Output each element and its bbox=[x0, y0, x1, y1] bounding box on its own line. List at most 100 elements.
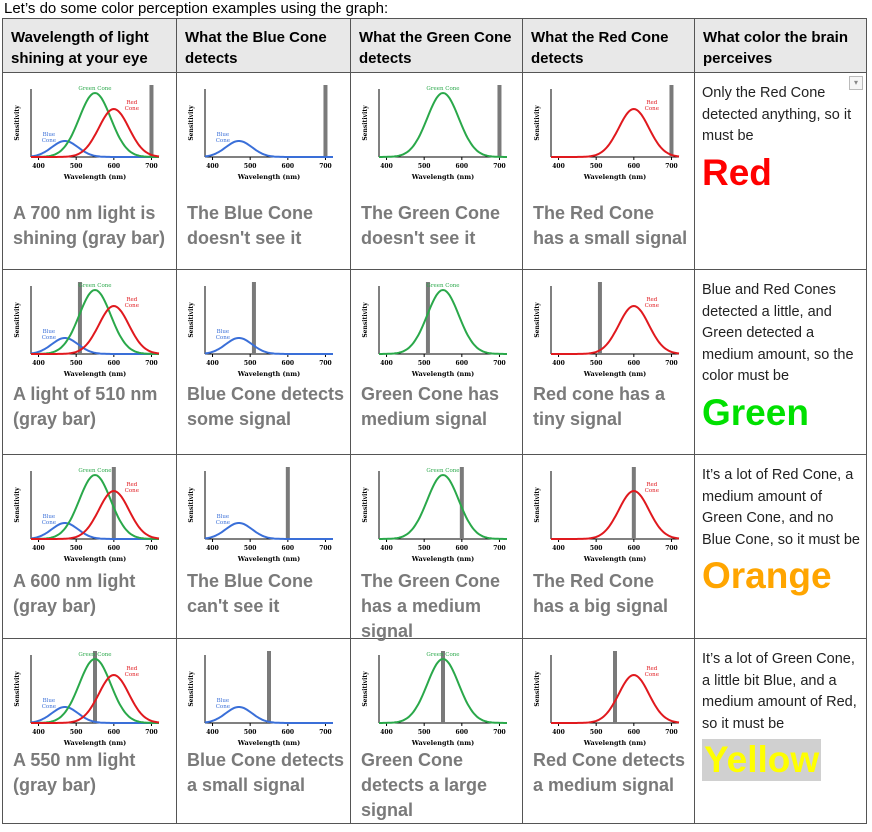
perception-text: It’s a lot of Red Cone, a medium amount … bbox=[702, 467, 860, 548]
perceived-color-word: Green bbox=[702, 391, 809, 433]
x-tick-label: 700 bbox=[665, 360, 678, 367]
y-axis-label: Sensitivity bbox=[534, 487, 541, 523]
x-tick-label: 700 bbox=[493, 729, 506, 736]
cone-sensitivity-graph-green-cone: 400 500 600 700 Wavelength (nm) Sensitivity Gr… bbox=[362, 85, 507, 181]
graph-cell: 400 500 600 700 Wavelength (nm) Sensitivity Bl… bbox=[176, 454, 351, 639]
y-axis-label: Sensitivity bbox=[534, 302, 541, 338]
cone-sensitivity-graph-all-cones: 400 500 600 700 Wavelength (nm) Sensitivity Bl… bbox=[14, 651, 160, 747]
blue-cone-label: Blue Cone bbox=[42, 329, 56, 341]
x-tick-label: 500 bbox=[418, 360, 431, 367]
x-tick-label: 600 bbox=[628, 360, 641, 367]
x-tick-label: 600 bbox=[628, 729, 641, 736]
x-tick-label: 600 bbox=[282, 729, 295, 736]
blue-cone-curve bbox=[204, 140, 333, 158]
x-axis-label: Wavelength (nm) bbox=[411, 739, 474, 747]
gray-wavelength-bar bbox=[497, 85, 502, 157]
red-cone-curve bbox=[551, 489, 680, 540]
x-tick-label: 500 bbox=[244, 545, 257, 552]
y-axis-label: Sensitivity bbox=[14, 487, 21, 523]
green-cone-curve bbox=[31, 289, 159, 355]
x-tick-label: 400 bbox=[32, 729, 45, 736]
graph-cell: 400 500 600 700 Wavelength (nm) Sensitivity Re… bbox=[522, 638, 695, 824]
x-axis-label: Wavelength (nm) bbox=[63, 173, 126, 181]
x-tick-label: 500 bbox=[418, 545, 431, 552]
graph-cell: 400 500 600 700 Wavelength (nm) Sensitivity Gr… bbox=[350, 269, 523, 455]
gray-wavelength-bar bbox=[613, 651, 617, 723]
x-tick-label: 600 bbox=[108, 360, 121, 367]
graph-cell: 400 500 600 700 Wavelength (nm) Sensitivity Bl… bbox=[2, 72, 177, 270]
green-cone-curve bbox=[379, 289, 507, 355]
blue-cone-curve bbox=[30, 706, 159, 724]
x-tick-label: 400 bbox=[552, 360, 565, 367]
cone-sensitivity-graph-blue-cone: 400 500 600 700 Wavelength (nm) Sensitivity Bl… bbox=[188, 467, 333, 563]
graph-caption: A 600 nm light (gray bar) bbox=[13, 571, 136, 616]
x-tick-label: 400 bbox=[380, 729, 393, 736]
x-tick-label: 600 bbox=[456, 163, 469, 170]
x-tick-label: 500 bbox=[70, 360, 83, 367]
graph-cell: 400 500 600 700 Wavelength (nm) Sensitivity Re… bbox=[522, 454, 695, 639]
x-tick-label: 400 bbox=[206, 360, 219, 367]
graph-cell: 400 500 600 700 Wavelength (nm) Sensitivity Gr… bbox=[350, 454, 523, 641]
header-wavelength: Wavelength of light shining at your eye bbox=[2, 18, 177, 73]
y-axis-label: Sensitivity bbox=[534, 671, 541, 707]
green-cone-label: Green Cone bbox=[78, 283, 111, 289]
x-tick-label: 600 bbox=[628, 545, 641, 552]
y-axis-label: Sensitivity bbox=[362, 105, 369, 141]
x-tick-label: 400 bbox=[32, 360, 45, 367]
graph-caption: Red cone has a tiny signal bbox=[533, 384, 666, 429]
table-row: 400 500 600 700 Wavelength (nm) Sensitivity Bl… bbox=[2, 269, 867, 455]
red-cone-label: Red Cone bbox=[125, 297, 139, 309]
blue-cone-curve bbox=[30, 522, 159, 540]
graph-caption: The Blue Cone doesn't see it bbox=[187, 203, 314, 248]
x-tick-label: 400 bbox=[206, 545, 219, 552]
x-tick-label: 600 bbox=[108, 729, 121, 736]
green-cone-curve bbox=[31, 92, 159, 158]
x-axis-label: Wavelength (nm) bbox=[237, 555, 300, 563]
x-tick-label: 700 bbox=[493, 163, 506, 170]
red-cone-label: Red Cone bbox=[645, 297, 659, 309]
dropdown-arrow-icon[interactable]: ▾ bbox=[849, 76, 863, 90]
x-tick-label: 500 bbox=[70, 729, 83, 736]
red-cone-label: Red Cone bbox=[645, 666, 659, 678]
x-tick-label: 700 bbox=[665, 545, 678, 552]
x-tick-label: 600 bbox=[456, 545, 469, 552]
x-tick-label: 700 bbox=[493, 360, 506, 367]
green-cone-label: Green Cone bbox=[78, 86, 111, 92]
perception-cell: ▾ Only the Red Cone detected anything, so… bbox=[694, 72, 867, 270]
x-axis-label: Wavelength (nm) bbox=[237, 739, 300, 747]
gray-wavelength-bar bbox=[597, 282, 602, 354]
x-tick-label: 600 bbox=[282, 360, 295, 367]
x-tick-label: 700 bbox=[493, 545, 506, 552]
perception-text: Only the Red Cone detected anything, so … bbox=[702, 85, 852, 144]
header-brain-perceives: What color the brain perceives bbox=[694, 18, 867, 73]
x-tick-label: 400 bbox=[206, 163, 219, 170]
x-tick-label: 700 bbox=[319, 545, 332, 552]
blue-cone-label: Blue Cone bbox=[216, 132, 230, 144]
graph-cell: 400 500 600 700 Wavelength (nm) Sensitivity Gr… bbox=[350, 638, 523, 824]
y-axis-label: Sensitivity bbox=[534, 105, 541, 141]
cone-sensitivity-graph-blue-cone: 400 500 600 700 Wavelength (nm) Sensitivity Bl… bbox=[188, 85, 333, 181]
green-cone-label: Green Cone bbox=[78, 652, 111, 658]
x-axis-label: Wavelength (nm) bbox=[583, 739, 646, 747]
x-axis-label: Wavelength (nm) bbox=[583, 555, 646, 563]
x-tick-label: 600 bbox=[108, 545, 121, 552]
perception-cell: Blue and Red Cones detected a little, an… bbox=[694, 269, 867, 455]
gray-wavelength-bar bbox=[77, 282, 82, 354]
cone-sensitivity-graph-red-cone: 400 500 600 700 Wavelength (nm) Sensitivity Re… bbox=[534, 85, 680, 181]
red-cone-curve bbox=[551, 304, 680, 355]
x-tick-label: 500 bbox=[418, 163, 431, 170]
x-tick-label: 700 bbox=[145, 360, 158, 367]
x-axis-label: Wavelength (nm) bbox=[63, 739, 126, 747]
green-cone-curve bbox=[31, 658, 159, 724]
green-cone-label: Green Cone bbox=[426, 283, 459, 289]
y-axis-label: Sensitivity bbox=[14, 671, 21, 707]
x-tick-label: 400 bbox=[380, 360, 393, 367]
blue-cone-label: Blue Cone bbox=[42, 132, 56, 144]
x-tick-label: 500 bbox=[244, 360, 257, 367]
y-axis-label: Sensitivity bbox=[188, 105, 195, 141]
graph-caption: The Green Cone doesn't see it bbox=[361, 203, 501, 248]
x-tick-label: 400 bbox=[552, 545, 565, 552]
graph-cell: 400 500 600 700 Wavelength (nm) Sensitivity Re… bbox=[522, 269, 695, 455]
graph-cell: 400 500 600 700 Wavelength (nm) Sensitivity Bl… bbox=[176, 72, 351, 270]
cone-sensitivity-graph-all-cones: 400 500 600 700 Wavelength (nm) Sensitivity Bl… bbox=[14, 282, 160, 378]
